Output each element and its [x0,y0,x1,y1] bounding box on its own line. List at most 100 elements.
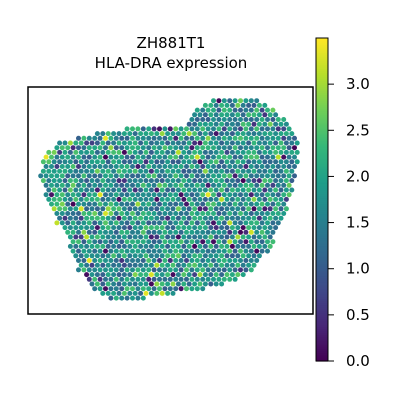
colorbar-segment [316,40,328,43]
expression-spot [113,154,119,160]
expression-spot [184,248,189,254]
expression-spot [270,211,276,216]
expression-spot [208,149,214,155]
expression-spot [219,131,225,137]
colorbar-segment [316,314,328,318]
expression-spot [270,173,276,179]
expression-spot [238,164,243,169]
expression-spot [162,182,168,188]
expression-spot [146,173,152,179]
expression-spot [211,135,216,141]
expression-spot [108,286,114,292]
expression-spot [186,131,192,137]
expression-spot [138,159,144,165]
expression-spot [119,258,125,263]
expression-spot [211,211,216,216]
expression-spot [283,196,289,202]
expression-spot [62,215,68,221]
expression-spot [202,140,208,146]
expression-spot [154,140,160,146]
expression-spot [262,243,268,249]
expression-spot [81,220,87,226]
expression-spot [232,248,238,254]
expression-spot [86,135,92,141]
expression-spot [235,159,241,165]
colorbar-segment [316,356,328,360]
expression-spot [175,262,181,268]
expression-spot [76,258,81,263]
expression-spot [159,225,165,231]
expression-spot [256,102,262,108]
expression-spot [227,220,233,226]
colorbar-segment [316,195,328,199]
expression-spot [194,135,200,141]
expression-spot [229,225,235,231]
expression-spot [197,281,203,287]
expression-spot [151,220,157,226]
expression-spot [78,225,84,231]
expression-spot [132,243,138,249]
expression-spot [189,135,195,141]
colorbar-segment [316,348,328,352]
colorbar-segment [316,159,328,162]
expression-spot [275,173,281,179]
expression-spot [184,286,189,292]
expression-spot [208,262,214,268]
expression-spot [100,262,106,268]
expression-spot [94,168,100,174]
expression-spot [127,243,133,249]
expression-spot [59,145,65,151]
expression-spot [175,140,181,146]
expression-spot [243,229,249,235]
expression-spot [167,126,173,132]
colorbar-segment [316,165,328,168]
expression-spot [184,182,189,188]
expression-spot [270,229,276,235]
expression-spot [108,201,114,207]
expression-spot [143,262,149,268]
expression-spot [243,192,249,198]
expression-spot [62,168,68,174]
expression-spot [186,178,192,184]
expression-spot [130,182,135,188]
expression-spot [232,135,238,141]
expression-spot [124,145,130,151]
expression-spot [178,135,184,141]
expression-spot [289,149,295,155]
expression-spot [208,187,214,193]
expression-spot [92,248,98,254]
expression-spot [254,211,260,216]
expression-spot [97,192,103,198]
expression-spot [248,239,254,245]
expression-spot [248,201,254,207]
expression-spot [67,234,73,240]
expression-spot [173,154,179,160]
expression-spot [84,140,90,146]
plot-frame [27,86,314,315]
expression-spot [157,164,162,169]
expression-spot [94,243,100,249]
expression-spot [197,272,203,278]
expression-spot [216,126,222,132]
expression-spot [197,253,203,259]
expression-spot [211,239,216,245]
expression-spot [178,154,184,160]
colorbar-segment [316,241,328,245]
expression-spot [208,140,214,146]
expression-spot [105,281,111,287]
expression-spot [135,154,141,160]
expression-spot [127,140,133,146]
expression-spot [213,149,219,155]
expression-spot [197,234,203,240]
expression-spot [138,281,144,287]
expression-spot [229,149,235,155]
expression-spot [229,234,235,240]
expression-spot [259,126,265,132]
colorbar-segment [316,151,328,154]
colorbar-segment [316,60,328,63]
expression-spot [94,206,100,212]
expression-spot [181,262,187,268]
expression-spot [89,149,95,155]
expression-spot [81,229,87,235]
expression-spot [208,168,214,174]
